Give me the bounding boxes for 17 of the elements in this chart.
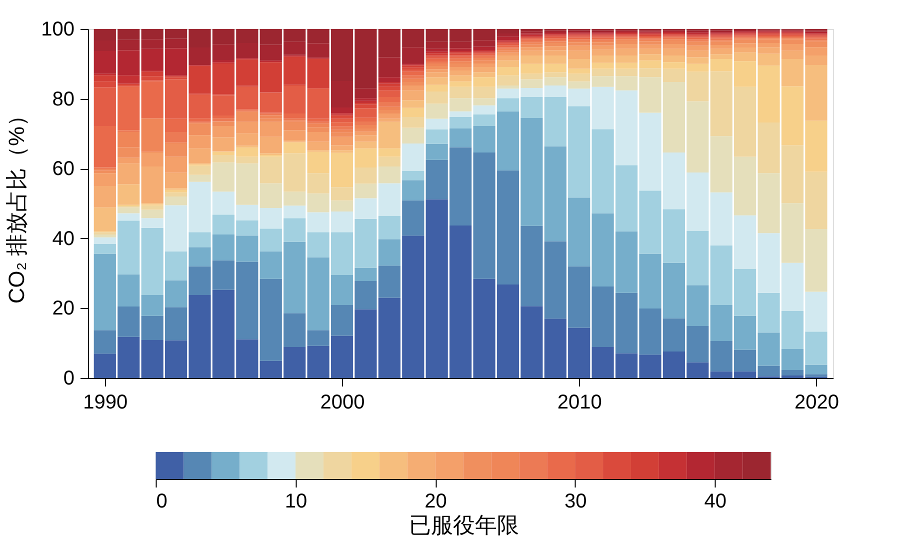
color-bar-label: 0 xyxy=(156,490,168,512)
y-axis-title: CO₂ 排放占比（%） xyxy=(4,104,30,304)
color-bar-label: 20 xyxy=(424,490,447,512)
color-bar-title: 已服役年限 xyxy=(408,512,519,538)
y-tick-label: 80 xyxy=(52,88,75,110)
x-tick-label: 1990 xyxy=(83,392,128,414)
x-tick-label: 2020 xyxy=(794,392,839,414)
x-tick-label: 2000 xyxy=(320,392,365,414)
color-bar-label: 10 xyxy=(284,490,308,512)
color-bar-label: 30 xyxy=(564,490,587,512)
x-tick-label: 2010 xyxy=(557,392,602,414)
y-tick-label: 0 xyxy=(63,368,75,390)
y-tick-label: 100 xyxy=(41,18,75,40)
color-bar-label: 40 xyxy=(704,490,726,512)
y-tick-label: 60 xyxy=(52,158,75,180)
y-tick-label: 20 xyxy=(52,298,75,320)
y-tick-label: 40 xyxy=(52,228,75,250)
